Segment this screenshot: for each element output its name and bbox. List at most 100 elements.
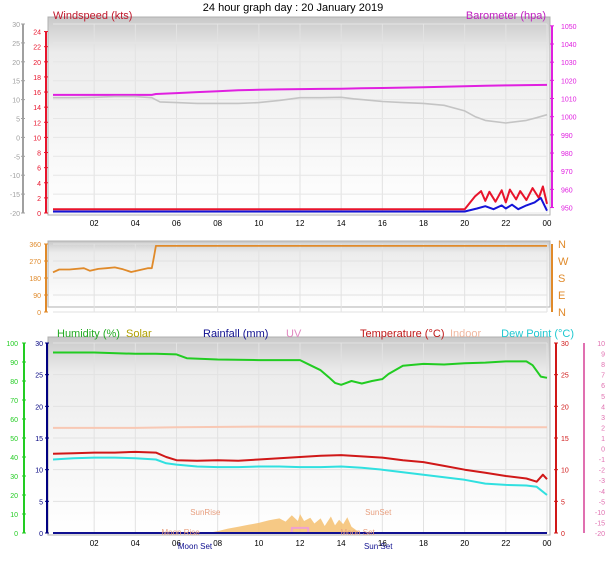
indoor-series-line	[53, 425, 547, 429]
solar-series-area	[207, 514, 362, 533]
x-tick-label: 14	[337, 219, 346, 228]
uv-axis-tick: -10	[595, 510, 605, 517]
humidity-series-line	[53, 351, 548, 386]
x-tick-label: 18	[419, 539, 428, 548]
outdoor-temp-axis-tick: -20	[10, 211, 20, 218]
barometer-axis-tick: 1040	[561, 42, 577, 49]
uv-axis-tick: -2	[599, 468, 605, 475]
barometer-axis-tick: 960	[561, 187, 573, 194]
humidity-axis-tick: 30	[10, 474, 18, 481]
uv-axis-tick: 9	[601, 352, 605, 359]
dewpoint-series-line	[52, 456, 548, 496]
top-panel-area	[47, 16, 551, 216]
direction-axis-tick: 90	[33, 293, 41, 300]
windspeed-axis-tick: 12	[33, 120, 41, 127]
x-tick-label: 06	[172, 219, 181, 228]
barometer-axis-tick: 950	[561, 206, 573, 213]
x-tick-label: 04	[131, 539, 140, 548]
outdoor-temp-axis-tick: 10	[12, 98, 20, 105]
temperature-axis-tick: 0	[561, 531, 565, 538]
outdoor-temp-axis-tick: 30	[12, 22, 20, 29]
barometer-axis-tick: 1000	[561, 115, 577, 122]
x-tick-label: 16	[378, 219, 387, 228]
direction-axis-tick: 270	[29, 259, 41, 266]
outdoor-temp-axis-tick: 15	[12, 79, 20, 86]
windspeed-axis-tick: 10	[33, 135, 41, 142]
outdoor-temp-axis-tick: 25	[12, 41, 20, 48]
x-tick-label: 06	[172, 539, 181, 548]
direction-panel-area	[47, 240, 551, 308]
x-tick-label: 10	[254, 219, 263, 228]
barometer-axis-tick: 980	[561, 151, 573, 158]
rainfall-axis-tick: 30	[35, 341, 43, 348]
humidity-axis-tick: 40	[10, 455, 18, 462]
temperature-series-line	[52, 450, 548, 483]
uv-axis-tick: 8	[601, 362, 605, 369]
rainfall-axis-tick: 20	[35, 404, 43, 411]
event-annotation: SunRise	[190, 508, 221, 517]
rainfall-axis-tick: 15	[35, 436, 43, 443]
temperature-axis-tick: 5	[561, 499, 565, 506]
x-tick-label: 18	[419, 219, 428, 228]
outdoor-temp-axis-tick: -5	[14, 154, 20, 161]
windspeed-axis-tick: 2	[37, 196, 41, 203]
x-tick-label: 22	[501, 539, 510, 548]
humidity-axis-tick: 100	[6, 341, 18, 348]
uv-axis-tick: 3	[601, 415, 605, 422]
temperature-axis-tick: 10	[561, 468, 569, 475]
barometer-axis-tick: 970	[561, 169, 573, 176]
x-tick-label: 12	[296, 219, 305, 228]
humidity-axis-tick: 10	[10, 512, 18, 519]
uv-axis-tick: 2	[601, 425, 605, 432]
x-tick-label: 16	[378, 539, 387, 548]
rainfall-label: Rainfall (mm)	[203, 328, 268, 340]
temperature-axis-tick: 20	[561, 404, 569, 411]
outdoor-temp-axis-tick: 0	[16, 135, 20, 142]
humidity-label: Humidity (%)	[57, 328, 120, 340]
humidity-axis-tick: 90	[10, 360, 18, 367]
windspeed-axis-tick: 6	[37, 166, 41, 173]
x-tick-label: 08	[213, 219, 222, 228]
rainfall-axis-tick: 25	[35, 373, 43, 380]
grid-layer	[53, 23, 548, 534]
humidity-axis-tick: 60	[10, 417, 18, 424]
compass-tick: E	[558, 290, 565, 302]
windspeed-axis-tick: 24	[33, 30, 41, 37]
barometer-axis-label: Barometer (hpa)	[466, 10, 546, 22]
x-tick-label: 20	[460, 219, 469, 228]
uv-axis-tick: -5	[599, 499, 605, 506]
uv-axis-tick: 7	[601, 373, 605, 380]
temperature-axis-tick: 25	[561, 373, 569, 380]
x-axis-event-label: Moon Set	[178, 542, 213, 551]
outdoor-temp-axis-tick: 5	[16, 117, 20, 124]
windavg-series-line	[53, 196, 548, 213]
windspeed-axis-tick: 22	[33, 45, 41, 52]
event-annotation: SunSet	[365, 508, 392, 517]
barometer-axis-tick: 990	[561, 133, 573, 140]
compass-tick: N	[558, 307, 566, 319]
windspeed-axis-tick: 0	[37, 211, 41, 218]
uv-axis-tick: -15	[595, 520, 605, 527]
uv-axis-tick: 6	[601, 383, 605, 390]
x-tick-label: 02	[90, 219, 99, 228]
barometer-axis-tick: 1030	[561, 60, 577, 67]
page-title: 24 hour graph day : 20 January 2019	[203, 2, 383, 14]
bottom-panel-area	[47, 336, 551, 536]
compass-tick: N	[558, 239, 566, 251]
uv-axis-tick: 1	[601, 436, 605, 443]
windspeed-axis-tick: 18	[33, 75, 41, 82]
barometer-axis-tick: 1010	[561, 97, 577, 104]
temperature-axis-tick: 15	[561, 436, 569, 443]
barometer-axis-tick: 1050	[561, 24, 577, 31]
x-tick-label: 08	[213, 539, 222, 548]
uv-axis-tick: -4	[599, 489, 605, 496]
uv-axis-tick: 0	[601, 447, 605, 454]
temperature-label: Temperature (°C)	[360, 328, 444, 340]
direction-axis-tick: 360	[29, 242, 41, 249]
uv-axis-tick: -20	[595, 531, 605, 538]
x-tick-label: 22	[501, 219, 510, 228]
windspeed-axis-tick: 8	[37, 151, 41, 158]
x-tick-label: 04	[131, 219, 140, 228]
humidity-axis-tick: 20	[10, 493, 18, 500]
direction-axis-tick: 180	[29, 276, 41, 283]
